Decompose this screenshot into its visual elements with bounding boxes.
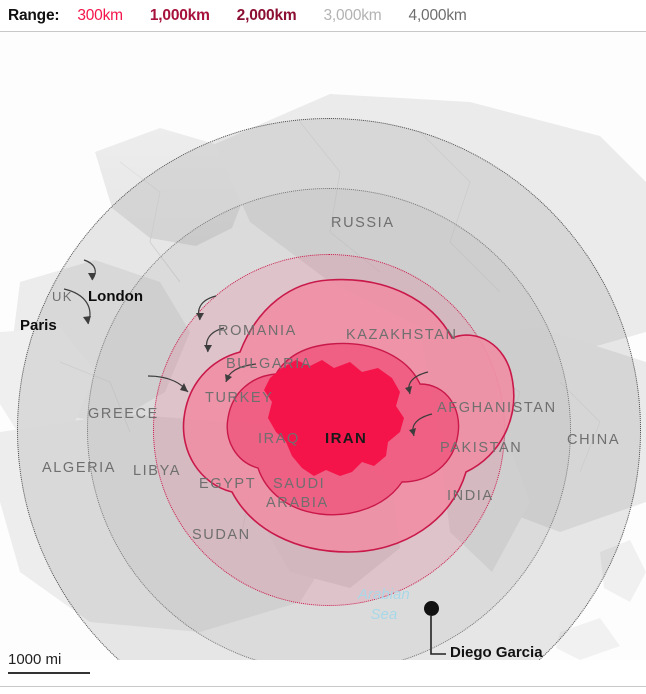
- country-label-iraq: IRAQ: [258, 431, 300, 447]
- country-label-romania: ROMANIA: [218, 323, 297, 339]
- sea-label-line2: Sea: [370, 606, 398, 624]
- diego-garcia-title: Diego Garcia: [450, 644, 543, 660]
- country-label-uk: UK: [52, 289, 73, 304]
- footer-divider: [0, 686, 646, 687]
- country-label-algeria: ALGERIA: [42, 460, 117, 476]
- country-label-china: CHINA: [567, 432, 621, 448]
- country-label-egypt: EGYPT: [199, 476, 257, 492]
- legend: Range: 300km 1,000km 2,000km 3,000km 4,0…: [0, 0, 646, 31]
- legend-item-300km[interactable]: 300km: [77, 6, 123, 24]
- country-label-greece: GREECE: [88, 406, 159, 422]
- sea-label-line1: Arabian: [358, 586, 410, 603]
- diego-garcia-annotation: Diego Garcia UK-US military base: [450, 644, 581, 660]
- scale-bar-line: [8, 671, 90, 674]
- country-label-russia: RUSSIA: [331, 215, 395, 231]
- country-label-turkey: TURKEY: [205, 390, 274, 406]
- diego-garcia-marker-dot[interactable]: [424, 601, 439, 616]
- country-label-arabia: ARABIA: [266, 495, 329, 511]
- legend-item-2000km[interactable]: 2,000km: [236, 6, 297, 24]
- iran-country-shape: [264, 360, 404, 476]
- country-label-sudan: SUDAN: [192, 527, 251, 543]
- legend-item-1000km[interactable]: 1,000km: [149, 6, 210, 24]
- country-label-bulgaria: BULGARIA: [226, 356, 313, 372]
- country-label-pakistan: PAKISTAN: [440, 440, 523, 456]
- country-label-libya: LIBYA: [133, 463, 182, 479]
- legend-divider: [0, 31, 646, 32]
- legend-item-4000km[interactable]: 4,000km: [408, 6, 467, 24]
- legend-title: Range:: [8, 6, 60, 24]
- country-label-afghanistan: AFGHANISTAN: [437, 400, 557, 416]
- country-label-saudi: SAUDI: [273, 476, 326, 492]
- legend-item-3000km[interactable]: 3,000km: [323, 6, 382, 24]
- city-label-paris: Paris: [20, 317, 57, 334]
- map-canvas[interactable]: RUSSIA KAZAKHSTAN ROMANIA BULGARIA TURKE…: [0, 32, 646, 660]
- country-label-iran: IRAN: [325, 430, 368, 447]
- city-label-london: London: [88, 288, 143, 305]
- country-label-kazakhstan: KAZAKHSTAN: [346, 327, 458, 343]
- country-label-india: INDIA: [447, 488, 494, 504]
- range-blobs: [182, 278, 515, 553]
- scale-bar: 1000 mi: [8, 651, 90, 674]
- sea-label-arabian-sea: Arabian Sea: [358, 585, 410, 626]
- scale-bar-label: 1000 mi: [8, 651, 62, 668]
